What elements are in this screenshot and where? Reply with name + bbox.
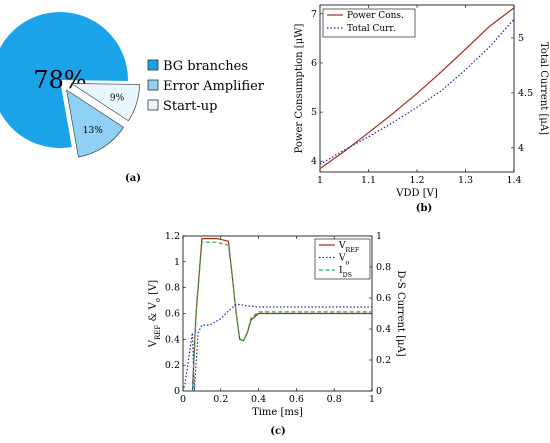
y-right-tick-label: 0	[376, 386, 382, 397]
y-tick-label: 5	[311, 107, 317, 118]
y-tick-label: 4	[311, 156, 317, 167]
pie-slice-bg-branches	[0, 12, 128, 148]
legend-box	[314, 238, 371, 280]
y-axis-label: VREF & Vo [V]	[148, 280, 162, 348]
legend-box	[322, 8, 416, 38]
pie-value-label: 78%	[33, 66, 86, 94]
pie-legend-swatch	[147, 59, 159, 71]
y-right-tick-label: 0.2	[376, 355, 391, 366]
y-right-tick-label: 0.4	[376, 324, 391, 335]
x-tick-label: 1.3	[458, 175, 473, 186]
y-right-tick-label: 4.5	[518, 88, 533, 99]
x-tick-label: 0.4	[251, 394, 266, 405]
legend-label: VREF	[338, 241, 360, 254]
x-tick-label: 1.2	[409, 175, 424, 186]
caption-b: (b)	[416, 203, 432, 214]
x-tick-label: 1	[369, 394, 375, 405]
legend-label: IDS	[339, 266, 352, 279]
y-tick-label: 0.2	[165, 360, 180, 371]
pie-legend-label: Error Amplifier	[163, 79, 265, 94]
pie-legend-swatch	[147, 99, 159, 111]
legend-label: Power Cons.	[347, 11, 404, 21]
x-axis-label: VDD [V]	[395, 188, 438, 199]
y-right-tick-label: 0.8	[376, 262, 391, 273]
y-right-axis-label: D-S Current [μA]	[395, 270, 406, 356]
pie-slice-error-amplifier	[66, 89, 124, 158]
series-line-2	[183, 241, 372, 392]
y-tick-label: 1	[174, 257, 180, 268]
x-tick-label: 0.2	[213, 394, 228, 405]
series-line-1	[182, 303, 372, 392]
y-axis-label: Power Consumption [μW]	[294, 24, 305, 154]
y-right-tick-label: 5	[518, 33, 524, 44]
y-tick-label: 0.4	[165, 334, 180, 345]
x-tick-label: 1.1	[361, 175, 376, 186]
x-tick-label: 0.8	[327, 394, 342, 405]
y-tick-label: 6	[311, 58, 317, 69]
legend-label: Total Curr.	[347, 24, 396, 34]
y-tick-label: 7	[311, 9, 317, 20]
y-tick-label: 0	[174, 386, 180, 397]
y-right-tick-label: 1	[376, 231, 382, 242]
y-right-tick-label: 0.6	[376, 293, 391, 304]
x-tick-label: 1.4	[506, 175, 521, 186]
legend-label: Vo	[338, 254, 350, 267]
pie-legend-swatch	[147, 79, 159, 91]
pie-legend-label: Start-up	[163, 99, 217, 114]
y-tick-label: 0.8	[165, 283, 180, 294]
y-tick-label: 1.2	[165, 231, 180, 242]
x-tick-label: 1	[317, 175, 323, 186]
caption-c: (c)	[270, 426, 286, 437]
y-tick-label: 0.6	[165, 309, 180, 320]
pie-legend-label: BG branches	[163, 59, 248, 74]
x-axis-label: Time [ms]	[252, 407, 303, 418]
series-line-0	[319, 7, 515, 170]
x-tick-label: 0.6	[289, 394, 304, 405]
x-tick-label: 0	[180, 394, 186, 405]
pie-value-label: 13%	[83, 126, 103, 136]
series-line-1	[319, 18, 515, 165]
caption-a: (a)	[125, 173, 141, 184]
y-right-tick-label: 4	[518, 143, 524, 154]
y-right-axis-label: Total Current [μA]	[538, 42, 549, 135]
pie-slice-start-up	[70, 83, 140, 122]
pie-value-label: 9%	[110, 93, 125, 103]
